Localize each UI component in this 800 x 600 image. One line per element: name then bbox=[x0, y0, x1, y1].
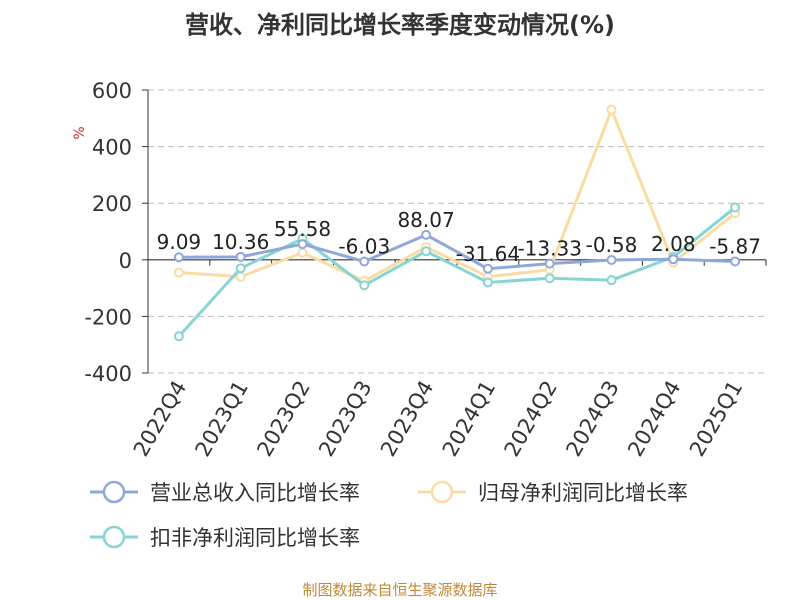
data-point bbox=[482, 277, 493, 288]
y-tick-label: 600 bbox=[92, 79, 132, 103]
data-label: 55.58 bbox=[274, 217, 331, 241]
chart-title: 营收、净利同比增长率季度变动情况(%) bbox=[185, 11, 615, 39]
x-tick-label: 2024Q3 bbox=[561, 377, 623, 461]
y-tick-label: 400 bbox=[92, 136, 132, 160]
x-tick-label: 2023Q4 bbox=[376, 376, 438, 460]
data-label: -31.64 bbox=[456, 242, 520, 266]
data-point bbox=[730, 202, 741, 213]
data-point bbox=[544, 273, 555, 284]
y-tick-label: -200 bbox=[84, 305, 132, 329]
data-point bbox=[544, 258, 555, 269]
data-label: 9.09 bbox=[157, 230, 202, 254]
y-axis-label: % bbox=[72, 126, 88, 139]
y-tick-label: 200 bbox=[92, 192, 132, 216]
series-line bbox=[177, 206, 737, 338]
legend-swatch-marker bbox=[102, 480, 126, 504]
x-tick-label: 2023Q1 bbox=[191, 377, 253, 461]
data-point bbox=[421, 246, 432, 257]
data-point bbox=[297, 239, 308, 250]
data-point bbox=[730, 256, 741, 267]
series-line bbox=[178, 233, 736, 271]
data-point bbox=[606, 254, 617, 265]
x-tick-label: 2024Q2 bbox=[500, 377, 562, 461]
source-note: 制图数据来自恒生聚源数据库 bbox=[302, 581, 497, 599]
legend-swatch-marker bbox=[102, 525, 126, 549]
series-line bbox=[178, 108, 737, 283]
legend-swatch-marker bbox=[430, 480, 454, 504]
x-tick-label: 2024Q4 bbox=[623, 377, 685, 461]
data-point bbox=[173, 331, 184, 342]
data-point bbox=[668, 254, 679, 265]
data-label: 2.08 bbox=[651, 232, 696, 256]
x-tick-label: 2023Q3 bbox=[314, 377, 376, 461]
data-point bbox=[173, 252, 184, 263]
data-point bbox=[421, 229, 432, 240]
data-label: -0.58 bbox=[586, 233, 638, 257]
y-tick-label: -400 bbox=[84, 362, 132, 386]
data-label: -13.33 bbox=[517, 237, 581, 261]
data-point bbox=[606, 275, 617, 286]
x-tick-label: 2024Q1 bbox=[438, 377, 500, 461]
legend-label: 归母净利润同比增长率 bbox=[478, 481, 688, 505]
x-tick-label: 2025Q1 bbox=[685, 377, 747, 461]
data-point bbox=[482, 263, 493, 274]
data-point bbox=[235, 263, 246, 274]
data-point bbox=[297, 247, 308, 258]
x-tick-label: 2022Q4 bbox=[129, 377, 191, 461]
y-tick-label: 0 bbox=[119, 249, 132, 273]
data-label: 10.36 bbox=[212, 230, 269, 254]
series-lines bbox=[173, 104, 741, 342]
data-point bbox=[359, 256, 370, 267]
legend-label: 扣非净利润同比增长率 bbox=[150, 526, 360, 550]
data-point bbox=[173, 267, 184, 278]
data-label: -6.03 bbox=[338, 235, 390, 259]
data-label: 88.07 bbox=[397, 208, 454, 232]
data-label: -5.87 bbox=[709, 234, 761, 258]
data-point bbox=[235, 271, 246, 282]
data-point bbox=[235, 251, 246, 262]
data-point bbox=[606, 104, 617, 115]
grid bbox=[148, 89, 766, 374]
legend-label: 营业总收入同比增长率 bbox=[150, 481, 360, 505]
x-tick-label: 2023Q2 bbox=[252, 377, 314, 461]
data-point bbox=[359, 280, 370, 291]
